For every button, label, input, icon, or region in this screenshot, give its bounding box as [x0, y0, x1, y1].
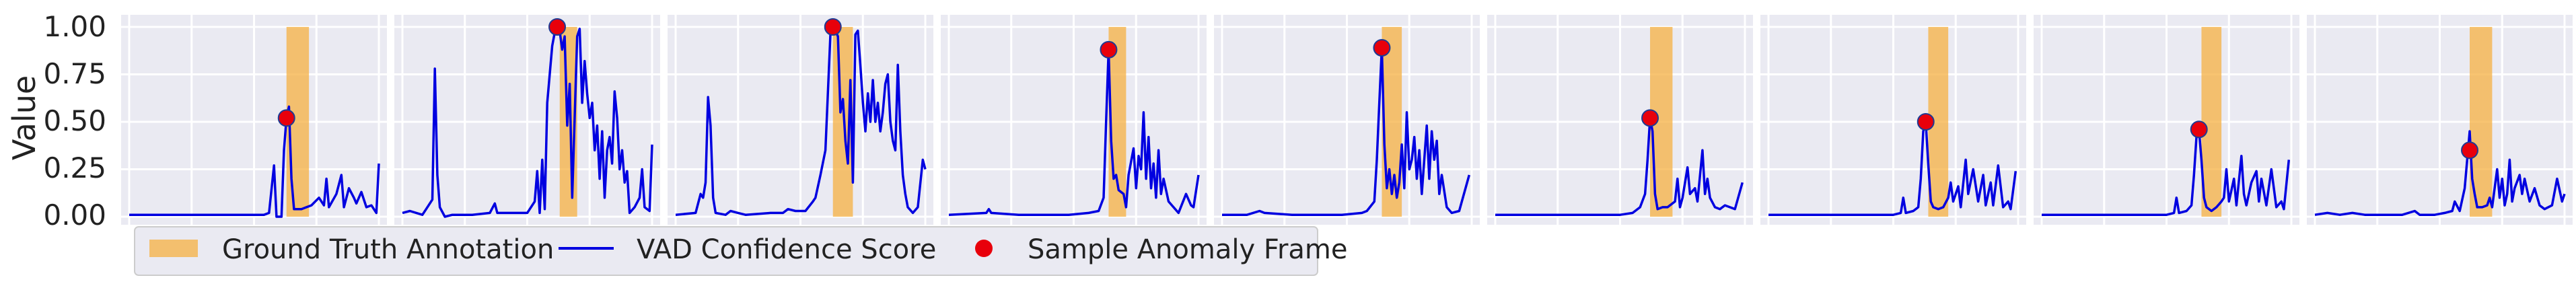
- y-axis-label: Value: [6, 75, 42, 160]
- vad-confidence-line: [948, 48, 1200, 216]
- anomaly-frame-marker: [2461, 141, 2479, 159]
- anomaly-frame-marker: [1641, 109, 1659, 127]
- y-tick-label: 0.25: [43, 151, 106, 184]
- vad-confidence-line: [675, 26, 927, 216]
- vad-confidence-line: [402, 26, 653, 218]
- subplot: [668, 15, 933, 225]
- y-tick-label: 0.75: [43, 57, 106, 90]
- subplot: [121, 15, 387, 225]
- legend-label-vad: VAD Confidence Score: [637, 234, 936, 265]
- vad-confidence-line: [1495, 116, 1744, 216]
- legend-dot-anomaly: [975, 240, 993, 257]
- subplot: [2307, 15, 2573, 225]
- subplot: [941, 15, 1207, 225]
- vad-confidence-line: [2314, 130, 2566, 216]
- vad-confidence-line: [129, 105, 380, 218]
- anomaly-frame-marker: [1917, 113, 1935, 131]
- legend: Ground Truth Annotation VAD Confidence S…: [134, 226, 1348, 276]
- anomaly-frame-marker: [277, 109, 295, 127]
- legend-label-anomaly: Sample Anomaly Frame: [1028, 234, 1348, 265]
- legend-label-ground-truth: Ground Truth Annotation: [222, 234, 554, 265]
- subplot: [1487, 15, 1753, 225]
- y-tick-label: 0.00: [43, 199, 106, 232]
- y-tick-label: 1.00: [43, 10, 106, 43]
- legend-frame: [134, 226, 1318, 276]
- subplot: [1214, 15, 1480, 225]
- anomaly-frame-marker: [1100, 40, 1118, 59]
- anomaly-frame-marker: [824, 18, 842, 36]
- anomaly-frame-marker: [1373, 39, 1391, 57]
- subplot: [2034, 15, 2299, 225]
- legend-patch-ground-truth: [149, 240, 198, 257]
- subplot: [1760, 15, 2026, 225]
- vad-confidence-line: [2042, 128, 2291, 216]
- anomaly-frame-marker: [2190, 120, 2208, 139]
- subplot-grid: [121, 15, 2573, 225]
- y-tick-label: 0.50: [43, 104, 106, 137]
- ground-truth-band: [2201, 27, 2222, 217]
- subplot: [394, 15, 660, 225]
- vad-confidence-line: [1768, 120, 2017, 216]
- vad-confidence-line: [1222, 46, 1470, 216]
- y-tick-labels: 0.00 0.25 0.50 0.75 1.00: [43, 10, 106, 232]
- anomaly-frame-marker: [548, 18, 567, 36]
